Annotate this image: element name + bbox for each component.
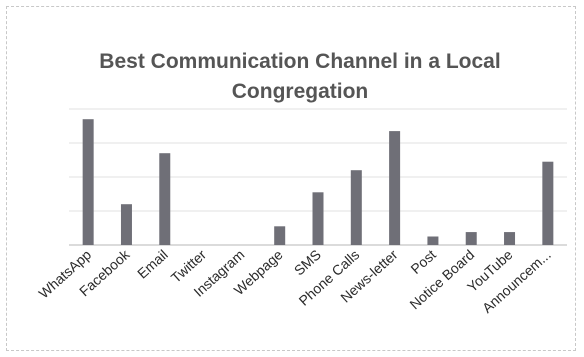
x-tick-label: Announcem... bbox=[479, 246, 554, 316]
bar-phone-calls bbox=[350, 170, 362, 245]
chart-title-line-1: Best Communication Channel in a Local bbox=[99, 50, 500, 73]
x-tick-label: SMS bbox=[291, 246, 324, 278]
bar-whatsapp bbox=[82, 119, 94, 245]
bar-facebook bbox=[120, 204, 132, 245]
bar-notice-board bbox=[465, 232, 477, 245]
bar-announcem bbox=[542, 161, 554, 245]
bar-sms bbox=[312, 192, 324, 245]
bar-webpage bbox=[274, 226, 286, 245]
x-tick-label: Email bbox=[134, 246, 171, 281]
bars bbox=[82, 119, 554, 245]
bar-chart: Best Communication Channel in a Local Co… bbox=[35, 50, 567, 316]
bar-news-letter bbox=[389, 131, 401, 245]
chart-title-line-2: Congregation bbox=[232, 80, 369, 103]
bar-email bbox=[159, 153, 171, 245]
bar-post bbox=[427, 236, 439, 245]
bar-youtube bbox=[504, 232, 516, 245]
chart-frame: Best Communication Channel in a Local Co… bbox=[6, 6, 576, 351]
x-tick-label: Post bbox=[407, 246, 439, 277]
